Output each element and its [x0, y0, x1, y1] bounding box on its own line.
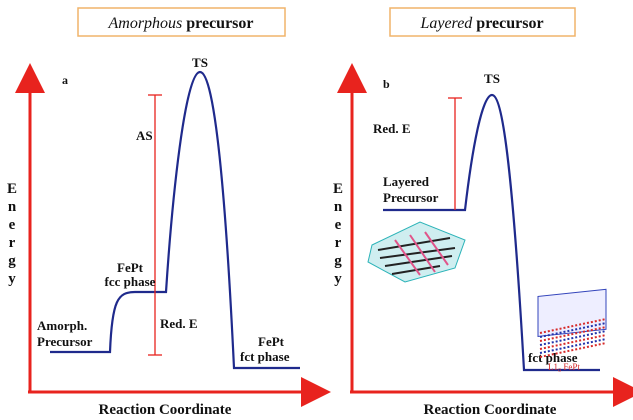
x-axis-label: Reaction Coordinate: [424, 402, 557, 418]
phase-label: fcc phase: [105, 274, 156, 289]
energy-curve: [50, 70, 300, 370]
start-label: Amorph.: [37, 318, 87, 333]
end-label: fct phase: [240, 349, 290, 364]
start-label: Layered: [383, 174, 430, 189]
panel-letter: a: [62, 73, 68, 87]
energy-curve: [383, 93, 600, 372]
panel-title: Amorphous precursor: [107, 15, 253, 32]
crystal-label: L1₀ FePt: [548, 362, 580, 372]
ts-label: TS: [192, 55, 208, 70]
title-rest: precursor: [186, 15, 253, 32]
title-emphasis: Layered: [419, 15, 473, 32]
title-emphasis: Amorphous: [107, 15, 182, 32]
start-label: Precursor: [37, 334, 93, 349]
end-label: FePt: [258, 334, 285, 349]
crystal-illustration: L1₀ FePt: [537, 288, 607, 372]
panel-letter: b: [383, 77, 390, 91]
y-axis-label: Energy: [333, 181, 344, 287]
x-axis-label: Reaction Coordinate: [99, 402, 232, 418]
phase-label: FePt: [117, 260, 144, 275]
ts-label: TS: [484, 71, 500, 86]
y-axis-label: Energy: [7, 181, 18, 287]
delta-label: AS: [136, 128, 153, 143]
title-rest: precursor: [476, 15, 543, 32]
title-box: [77, 7, 286, 37]
crystal-illustration: [367, 221, 466, 283]
red-e-label: Red. E: [160, 316, 198, 331]
title-box: [389, 7, 576, 37]
panel-title: Layered precursor: [419, 15, 543, 32]
start-label: Precursor: [383, 190, 439, 205]
red-e-label: Red. E: [373, 121, 411, 136]
